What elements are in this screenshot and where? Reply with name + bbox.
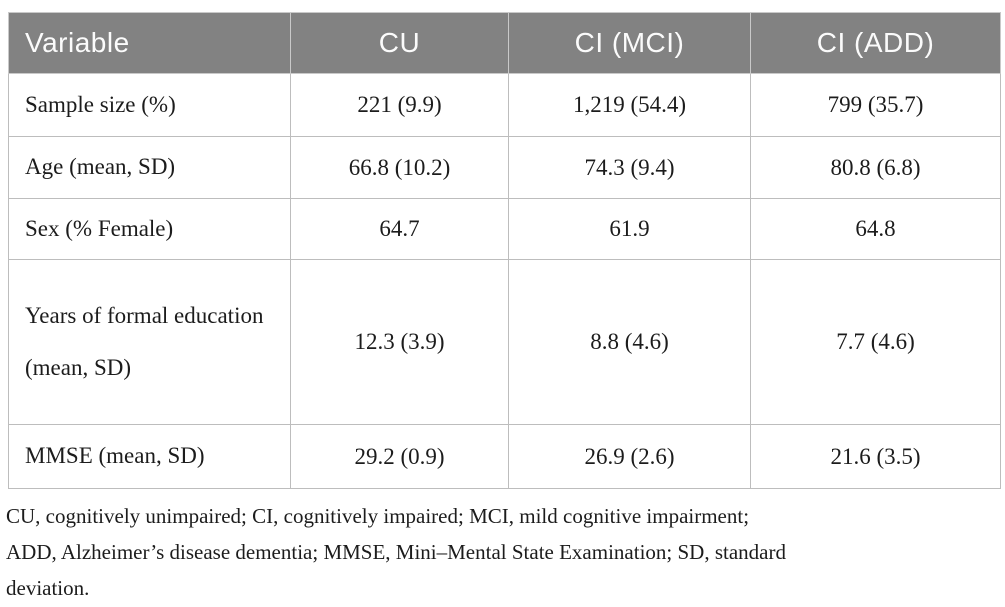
table-row-sample-size: Sample size (%) 221 (9.9) 1,219 (54.4) 7…: [8, 73, 1001, 137]
table-row-mmse: MMSE (mean, SD) 29.2 (0.9) 26.9 (2.6) 21…: [8, 424, 1001, 489]
row-label: Sex (% Female): [8, 198, 291, 260]
row-label: Sample size (%): [8, 73, 291, 137]
footnote-line: deviation.: [6, 576, 90, 600]
table-footnote: CU, cognitively unimpaired; CI, cognitiv…: [6, 498, 1004, 606]
table-cell: 1,219 (54.4): [508, 73, 751, 137]
row-label: Age (mean, SD): [8, 136, 291, 199]
table-header-row: Variable CU CI (MCI) CI (ADD): [8, 12, 1001, 74]
row-label: Years of formal education (mean, SD): [8, 259, 291, 425]
table-cell: 26.9 (2.6): [508, 424, 751, 489]
row-label: MMSE (mean, SD): [8, 424, 291, 489]
column-header-ci-mci: CI (MCI): [508, 12, 751, 74]
table-cell: 61.9: [508, 198, 751, 260]
table-cell: 80.8 (6.8): [750, 136, 1001, 199]
column-header-cu: CU: [290, 12, 509, 74]
table-cell: 74.3 (9.4): [508, 136, 751, 199]
footnote-line: ADD, Alzheimer’s disease dementia; MMSE,…: [6, 540, 786, 564]
table-figure: Variable CU CI (MCI) CI (ADD) Sample siz…: [6, 12, 1001, 606]
table-cell: 66.8 (10.2): [290, 136, 509, 199]
table-cell: 799 (35.7): [750, 73, 1001, 137]
table-cell: 29.2 (0.9): [290, 424, 509, 489]
column-header-variable: Variable: [8, 12, 291, 74]
table-cell: 12.3 (3.9): [290, 259, 509, 425]
table-row-sex: Sex (% Female) 64.7 61.9 64.8: [8, 198, 1001, 260]
table-cell: 21.6 (3.5): [750, 424, 1001, 489]
table-cell: 8.8 (4.6): [508, 259, 751, 425]
table-cell: 221 (9.9): [290, 73, 509, 137]
table-cell: 7.7 (4.6): [750, 259, 1001, 425]
demographics-table: Variable CU CI (MCI) CI (ADD) Sample siz…: [8, 12, 1001, 489]
column-header-ci-add: CI (ADD): [750, 12, 1001, 74]
table-cell: 64.7: [290, 198, 509, 260]
table-cell: 64.8: [750, 198, 1001, 260]
table-row-age: Age (mean, SD) 66.8 (10.2) 74.3 (9.4) 80…: [8, 136, 1001, 199]
table-row-education: Years of formal education (mean, SD) 12.…: [8, 259, 1001, 425]
footnote-line: CU, cognitively unimpaired; CI, cognitiv…: [6, 504, 750, 528]
